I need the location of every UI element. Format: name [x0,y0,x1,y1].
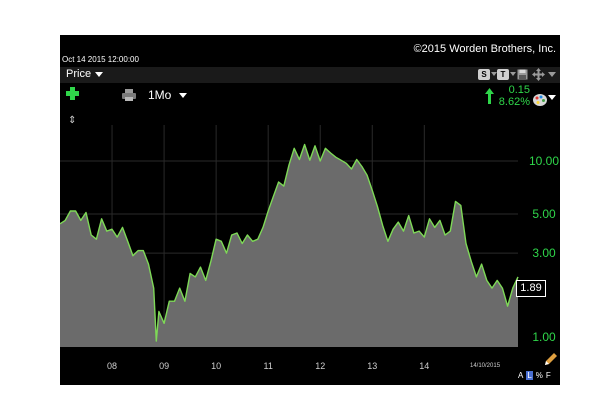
price-chart: 1.00 3.00 5.00 10.00 08 09 10 11 12 13 14 [60,125,560,385]
change-percent: 8.62% [498,96,530,108]
area-fill [60,144,518,347]
x-tick-label: 13 [367,361,377,371]
percent-scale-button[interactable]: % [535,371,543,380]
log-scale-button[interactable]: L [526,371,533,380]
palette-chevron-icon[interactable] [548,95,556,100]
style-button-label: S [481,70,487,79]
x-tick-label: 12 [315,361,325,371]
move-chevron-icon[interactable] [548,72,556,77]
add-icon[interactable] [66,87,79,100]
y-tick-label: 1.00 [532,330,556,344]
type-chevron-icon[interactable] [510,72,516,76]
last-date-label: 14/10/2015 [470,363,501,369]
price-line [60,143,519,342]
y-tick-label: 5.00 [532,207,556,221]
period-label: 1Mo [148,88,172,102]
arrow-up-icon [485,88,494,104]
x-tick-label: 11 [264,361,273,371]
price-dropdown[interactable]: Price [66,68,104,80]
chevron-down-icon [179,93,188,99]
vertical-resize-icon[interactable]: ⇕ [68,115,77,126]
x-tick-label: 09 [159,361,169,371]
pencil-icon[interactable] [545,353,557,365]
y-tick-label: 10.00 [529,154,559,168]
copyright-text: ©2015 Worden Brothers, Inc. [413,43,556,55]
move-icon[interactable] [532,68,545,81]
chart-window: 1.00 3.00 5.00 10.00 08 09 10 11 12 13 14 Oct 14 … [60,35,560,385]
period-dropdown[interactable]: 1Mo [148,88,188,102]
scale-buttons: A L% F [518,371,554,380]
save-icon[interactable] [517,69,528,80]
fit-button[interactable]: F [545,371,551,380]
type-button-label: T [500,70,506,79]
type-button[interactable]: T [497,69,509,80]
x-tick-label: 14 [419,361,429,371]
x-axis-band [60,347,560,385]
style-chevron-icon[interactable] [491,72,497,76]
y-tick-label: 3.00 [532,246,556,260]
x-tick-label: 08 [107,361,117,371]
chart-timestamp: Oct 14 2015 12:00:00 [62,55,139,64]
price-area [60,144,518,347]
price-dropdown-label: Price [66,68,92,80]
style-button[interactable]: S [478,69,490,80]
x-axis: 08 09 10 11 12 13 14 [60,347,560,385]
x-tick-label: 10 [211,361,221,371]
current-price-label: 1.89 [516,280,546,298]
palette-icon[interactable] [533,94,547,106]
y-axis: 1.00 3.00 5.00 10.00 [529,154,559,344]
series-line [60,143,519,342]
auto-scale-button[interactable]: A [518,371,524,380]
change-value: 0.15 [508,84,530,96]
chart-toolbar [60,67,560,83]
chevron-down-icon [95,71,104,77]
printer-icon[interactable] [122,89,136,101]
price-change: 0.15 8.62% [499,84,530,108]
